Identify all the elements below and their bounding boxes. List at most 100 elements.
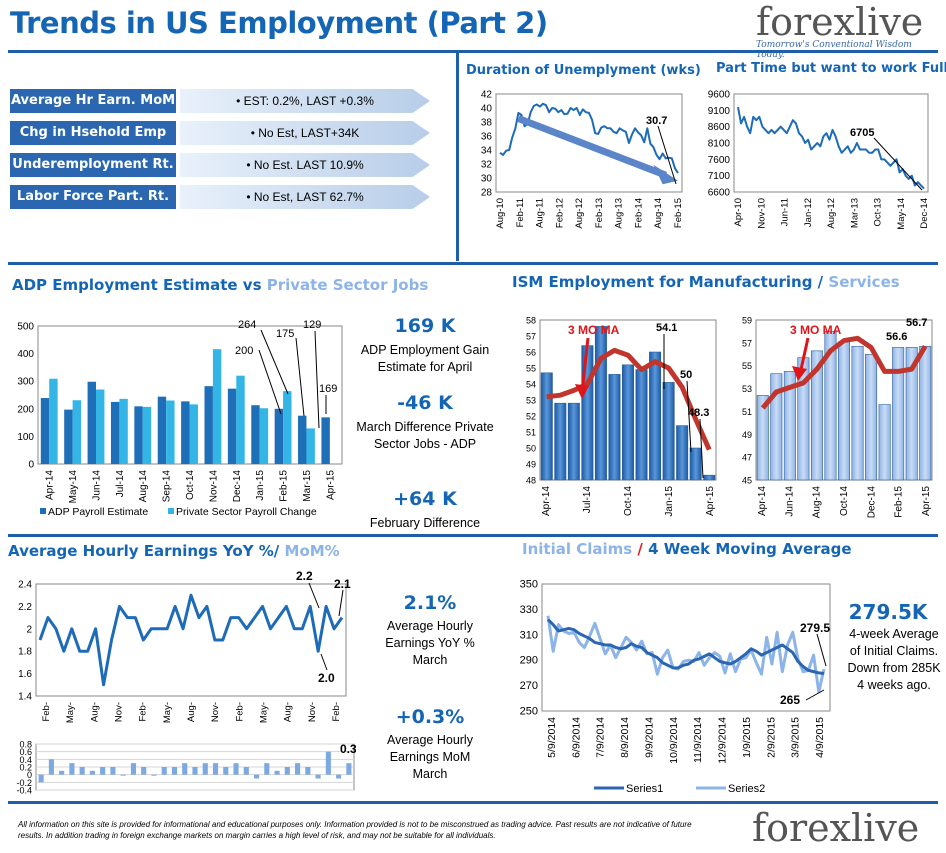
bar (783, 371, 796, 481)
mom-bar (110, 767, 116, 775)
y-tick-label: 49 (742, 430, 752, 440)
x-tick-label: Feb- (41, 702, 52, 722)
bar-private-Jan-15 (259, 408, 269, 464)
mom-bar (151, 774, 157, 776)
header-ism: ISM Employment for Manufacturing / Servi… (512, 273, 900, 291)
x-tick-label: Aug-14 (653, 198, 664, 229)
mom-bar (161, 767, 167, 775)
y-tick-label: 45 (742, 476, 752, 486)
bar (540, 372, 553, 481)
bar (905, 347, 918, 481)
legend-label-series2: Series2 (728, 783, 765, 795)
bar-private-Nov-14 (212, 349, 222, 464)
x-tick-label: Nov-14 (208, 470, 219, 503)
data-label: 56.6 (886, 331, 907, 343)
header-adp-a: ADP Employment Estimate (12, 276, 238, 294)
x-tick-label: Jul-14 (582, 486, 593, 514)
data-label: 6705 (850, 127, 874, 139)
feb-desc: February Difference (369, 516, 481, 530)
bar (824, 331, 837, 481)
mom-bar (38, 774, 44, 783)
y-tick-label: 53 (526, 396, 536, 406)
legend-label-adp: ADP Payroll Estimate (48, 506, 148, 518)
mom-bar (79, 767, 85, 775)
mom-desc: Average Hourly Earnings MoM March (387, 733, 473, 781)
y-tick-label: 1.4 (18, 692, 32, 703)
bar (892, 347, 905, 481)
y-tick-label: 7600 (708, 155, 731, 166)
yoy-line (38, 593, 344, 687)
bar (554, 402, 567, 481)
y-tick-label: 7100 (708, 171, 731, 182)
mom-bar (141, 767, 147, 775)
ma-arrow-head (575, 384, 589, 399)
y-tick-label: 9100 (708, 106, 731, 117)
callout-line (873, 137, 923, 191)
mom-bar (100, 767, 106, 775)
x-tick-label: 1/9/2015 (741, 717, 753, 758)
y-tick-label: 28 (481, 188, 493, 199)
divider-bottom (8, 801, 938, 804)
data-label: 169 (319, 383, 337, 395)
x-tick-label: Dec-14 (232, 470, 243, 503)
y-tick-label: 8100 (708, 139, 731, 150)
y-tick-label: 40 (481, 104, 493, 115)
y-tick-label: 2 (26, 624, 32, 635)
x-tick-label: Dec-14 (866, 486, 877, 519)
y-tick-label: 55 (742, 361, 752, 371)
callout-line (314, 330, 320, 429)
x-tick-label: May- (162, 702, 173, 723)
y-tick-label: 48 (526, 476, 536, 486)
bar-adp-Jan-15 (251, 405, 260, 464)
bar (865, 353, 878, 481)
bar (608, 374, 621, 481)
mom-bar (336, 774, 342, 779)
x-tick-label: Apr-15 (705, 486, 716, 516)
y-tick-label: 500 (17, 322, 34, 333)
ma-label: 3 MO MA (790, 323, 842, 337)
divider-mid-vertical-1 (456, 53, 459, 261)
x-tick-label: Aug- (186, 702, 197, 722)
y-tick-label: 50 (526, 444, 536, 454)
x-tick-label: Mar-13 (849, 198, 860, 228)
header-claims-a: Initial Claims (522, 540, 633, 558)
x-tick-label: Oct-14 (839, 486, 850, 516)
bar-adp-Nov-14 (204, 386, 213, 464)
x-tick-label: Aug-14 (812, 486, 823, 519)
header-ism-b: Services (828, 273, 900, 291)
logo: forexlive Tomorrow's Conventional Wisdom… (756, 0, 936, 60)
y-tick-label: 330 (520, 604, 538, 616)
y-tick-label: 51 (526, 428, 536, 438)
header-claims-b: 4 Week Moving Average (648, 540, 852, 558)
bar (756, 395, 769, 481)
y-tick-label: 54 (526, 380, 536, 390)
mom-bar (284, 767, 290, 775)
data-label: 56.7 (906, 317, 927, 329)
x-tick-label: 8/9/2014 (619, 717, 631, 758)
mom-bar (264, 763, 270, 775)
bar-private-Jul-14 (119, 398, 128, 464)
data-label: 200 (235, 345, 253, 357)
bar-adp-Feb-15 (274, 408, 284, 464)
value-avg-hr-earn: • EST: 0.2%, LAST +0.3% (180, 89, 430, 113)
mom-bar (48, 759, 54, 775)
mom-bar (253, 774, 260, 779)
trend-arrow-shaft (517, 115, 667, 179)
bar (622, 364, 634, 481)
adp-value: 169 K (394, 315, 456, 337)
x-tick-label: Jun-14 (784, 486, 795, 517)
legend-swatch-adp (40, 508, 46, 514)
bar-adp-Oct-14 (181, 401, 190, 464)
header-claims: Initial Claims / 4 Week Moving Average (522, 540, 852, 558)
divider-top (8, 50, 938, 53)
bar-adp-Aug-14 (134, 406, 143, 464)
y-tick-label: 32 (481, 160, 493, 171)
x-tick-label: Feb- (331, 702, 342, 722)
plot-border (495, 93, 683, 193)
callout-line (699, 418, 704, 479)
y-tick-label: 1.8 (18, 647, 32, 658)
x-tick-label: Feb-15 (279, 470, 290, 502)
part-time-line (737, 106, 925, 190)
bar-private-Jun-14 (95, 389, 105, 464)
data-label: 2.0 (318, 671, 335, 685)
